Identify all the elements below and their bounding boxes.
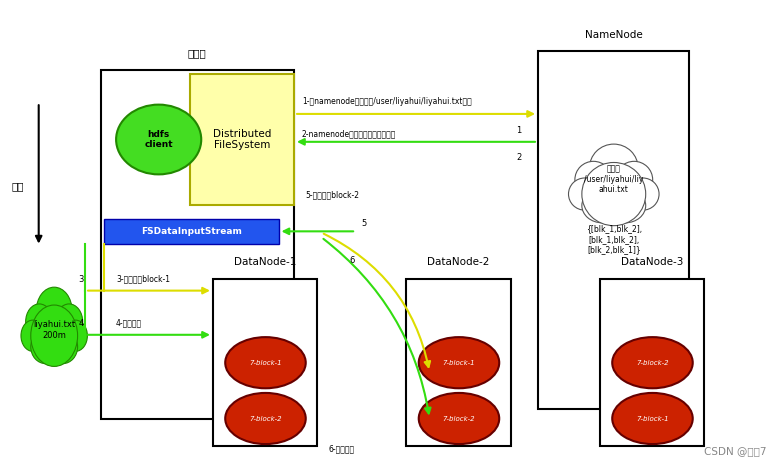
Ellipse shape [116, 105, 201, 174]
Ellipse shape [582, 162, 646, 226]
Text: 1-向namenode请求下载/user/liyahui/liyahui.txt文件: 1-向namenode请求下载/user/liyahui/liyahui.txt… [302, 97, 471, 106]
Ellipse shape [612, 337, 693, 388]
Text: 7-block-2: 7-block-2 [249, 416, 282, 421]
Text: CSDN @落幕7: CSDN @落幕7 [704, 445, 766, 456]
Text: 7-block-2: 7-block-2 [443, 416, 475, 421]
FancyBboxPatch shape [600, 279, 704, 446]
FancyBboxPatch shape [190, 74, 294, 205]
Text: liyahui.txt
200m: liyahui.txt 200m [33, 320, 75, 340]
Text: 3-请求建立block-1: 3-请求建立block-1 [116, 275, 170, 284]
Ellipse shape [605, 188, 646, 223]
FancyBboxPatch shape [406, 279, 511, 446]
Ellipse shape [225, 393, 306, 444]
Text: 3: 3 [79, 275, 84, 284]
Text: FSDataInputStream: FSDataInputStream [141, 227, 242, 236]
Text: 7-block-2: 7-block-2 [636, 360, 669, 365]
FancyBboxPatch shape [213, 279, 317, 446]
Ellipse shape [48, 330, 77, 364]
Ellipse shape [31, 330, 60, 364]
Ellipse shape [615, 161, 652, 198]
Text: {[blk_1,blk_2],
[blk_1,blk_2],
[blk_2,blk_1]}: {[blk_1,blk_2], [blk_1,blk_2], [blk_2,bl… [586, 225, 642, 254]
FancyBboxPatch shape [538, 51, 689, 409]
Ellipse shape [612, 393, 693, 444]
Text: 6: 6 [350, 256, 354, 265]
Text: 5-请求建立block-2: 5-请求建立block-2 [306, 191, 360, 200]
Text: 4-传输数据: 4-传输数据 [116, 319, 142, 328]
Text: 1: 1 [516, 126, 521, 134]
Text: 5: 5 [361, 219, 366, 228]
Text: 客户端: 客户端 [188, 48, 207, 58]
FancyBboxPatch shape [104, 219, 279, 244]
Text: 元数据
/user/liyahui/liy
ahui.txt: 元数据 /user/liyahui/liy ahui.txt [584, 164, 643, 194]
Text: hdfs
client: hdfs client [145, 130, 173, 149]
Text: 7-block-1: 7-block-1 [249, 360, 282, 365]
Ellipse shape [225, 337, 306, 388]
Text: NameNode: NameNode [584, 29, 642, 40]
Text: 2-namenode返回目标文件的元数据: 2-namenode返回目标文件的元数据 [302, 129, 396, 138]
Text: 4: 4 [79, 319, 84, 328]
Ellipse shape [575, 161, 612, 198]
FancyBboxPatch shape [101, 70, 294, 418]
Ellipse shape [419, 393, 499, 444]
Text: 7-block-1: 7-block-1 [443, 360, 475, 365]
Text: Distributed
FileSystem: Distributed FileSystem [213, 129, 271, 150]
Text: DataNode-1: DataNode-1 [234, 257, 296, 267]
Ellipse shape [56, 304, 83, 339]
Text: 2: 2 [516, 153, 521, 162]
Ellipse shape [582, 188, 622, 223]
Text: DataNode-3: DataNode-3 [621, 257, 683, 267]
Ellipse shape [63, 320, 87, 352]
Ellipse shape [568, 178, 601, 210]
Ellipse shape [36, 287, 72, 334]
Ellipse shape [626, 178, 659, 210]
Ellipse shape [21, 320, 45, 352]
Ellipse shape [26, 304, 53, 339]
Text: 下载: 下载 [12, 181, 24, 191]
Ellipse shape [590, 144, 638, 193]
Text: 6-传输数据: 6-传输数据 [329, 444, 355, 453]
Ellipse shape [31, 305, 77, 366]
Ellipse shape [419, 337, 499, 388]
Text: DataNode-2: DataNode-2 [427, 257, 490, 267]
Text: 7-block-1: 7-block-1 [636, 416, 669, 421]
